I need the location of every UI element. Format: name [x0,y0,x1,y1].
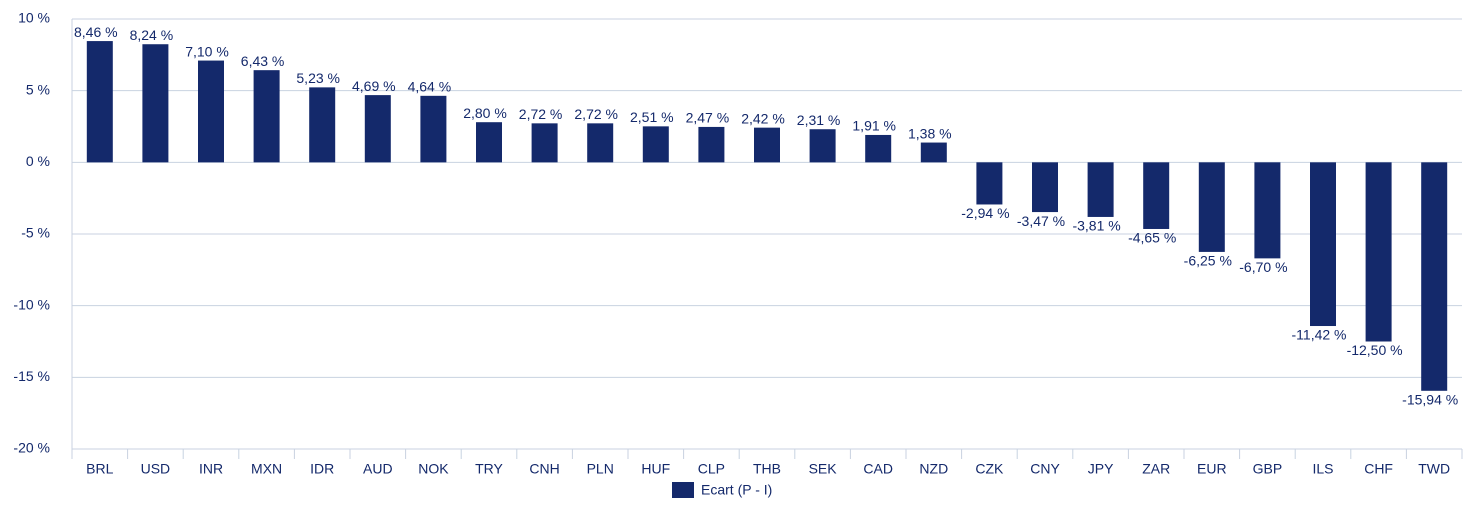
x-tick-label: TWD [1418,461,1450,477]
value-label: 4,64 % [408,79,452,95]
bar [1032,162,1058,213]
x-tick-label: NOK [418,461,449,477]
x-tick-label: AUD [363,461,393,477]
value-label: 2,80 % [463,105,507,121]
bar [1421,162,1448,391]
y-tick-label: 0 % [26,153,50,169]
x-tick-label: HUF [641,461,670,477]
value-label: -6,25 % [1184,253,1232,269]
bar [1143,162,1170,229]
x-tick-label: NZD [919,461,948,477]
value-label: -3,47 % [1017,213,1065,229]
x-tick-label: BRL [86,461,113,477]
bar [587,123,614,163]
bar [198,60,224,163]
value-label: 8,24 % [130,27,174,43]
bar [1087,162,1114,217]
x-tick-label: ZAR [1142,461,1170,477]
bar [1310,162,1336,327]
value-label: -3,81 % [1072,218,1120,234]
value-label: 2,72 % [574,106,618,122]
bar [253,70,280,163]
value-label: 1,38 % [908,125,952,141]
x-tick-label: THB [753,461,781,477]
x-tick-label: CHF [1364,461,1393,477]
value-label: 2,47 % [686,110,730,126]
x-tick-label: USD [141,461,171,477]
value-label: -15,94 % [1402,392,1458,408]
bar [642,126,669,163]
value-label: 2,51 % [630,109,674,125]
x-tick-label: CNY [1030,461,1060,477]
value-label: 4,69 % [352,78,396,94]
bar [976,162,1003,205]
bar [809,129,836,163]
x-tick-label: GBP [1253,461,1283,477]
x-tick-label: CAD [863,461,893,477]
x-tick-label: INR [199,461,223,477]
value-label: 2,42 % [741,110,785,126]
value-label: 8,46 % [74,24,118,40]
x-tick-label: CZK [975,461,1004,477]
bar [364,95,391,163]
value-label: -2,94 % [961,205,1009,221]
legend-label: Ecart (P - I) [701,482,772,498]
x-tick-label: IDR [310,461,334,477]
x-tick-label: CLP [698,461,725,477]
x-tick-label: PLN [587,461,614,477]
bar [1365,162,1392,342]
x-tick-label: ILS [1312,461,1333,477]
bar [865,134,892,163]
value-label: 7,10 % [185,43,229,59]
value-label: 5,23 % [296,70,340,86]
y-tick-label: -15 % [13,368,50,384]
value-label: 1,91 % [852,118,896,134]
bar [476,122,502,163]
legend-swatch [672,482,694,498]
value-label: -6,70 % [1239,259,1287,275]
bar [531,123,558,163]
y-tick-label: -5 % [21,225,50,241]
bar [420,95,447,163]
bar [86,41,113,163]
bar [142,44,169,163]
y-tick-label: -20 % [13,440,50,456]
bar [1254,162,1281,259]
y-tick-label: 5 % [26,81,50,97]
y-tick-label: 10 % [18,10,50,26]
value-label: 2,72 % [519,106,563,122]
bar [1198,162,1225,252]
value-label: -4,65 % [1128,230,1176,246]
bar [920,142,947,163]
y-tick-label: -10 % [13,296,50,312]
value-label: -12,50 % [1347,342,1403,358]
x-tick-label: EUR [1197,461,1227,477]
bar [698,126,725,163]
x-tick-label: TRY [475,461,503,477]
value-label: 6,43 % [241,53,285,69]
x-tick-label: CNH [529,461,559,477]
x-tick-label: SEK [809,461,838,477]
x-tick-label: JPY [1088,461,1114,477]
x-tick-label: MXN [251,461,282,477]
bar [309,87,336,163]
bar [754,127,780,163]
value-label: -11,42 % [1292,327,1347,343]
value-label: 2,31 % [797,112,841,128]
